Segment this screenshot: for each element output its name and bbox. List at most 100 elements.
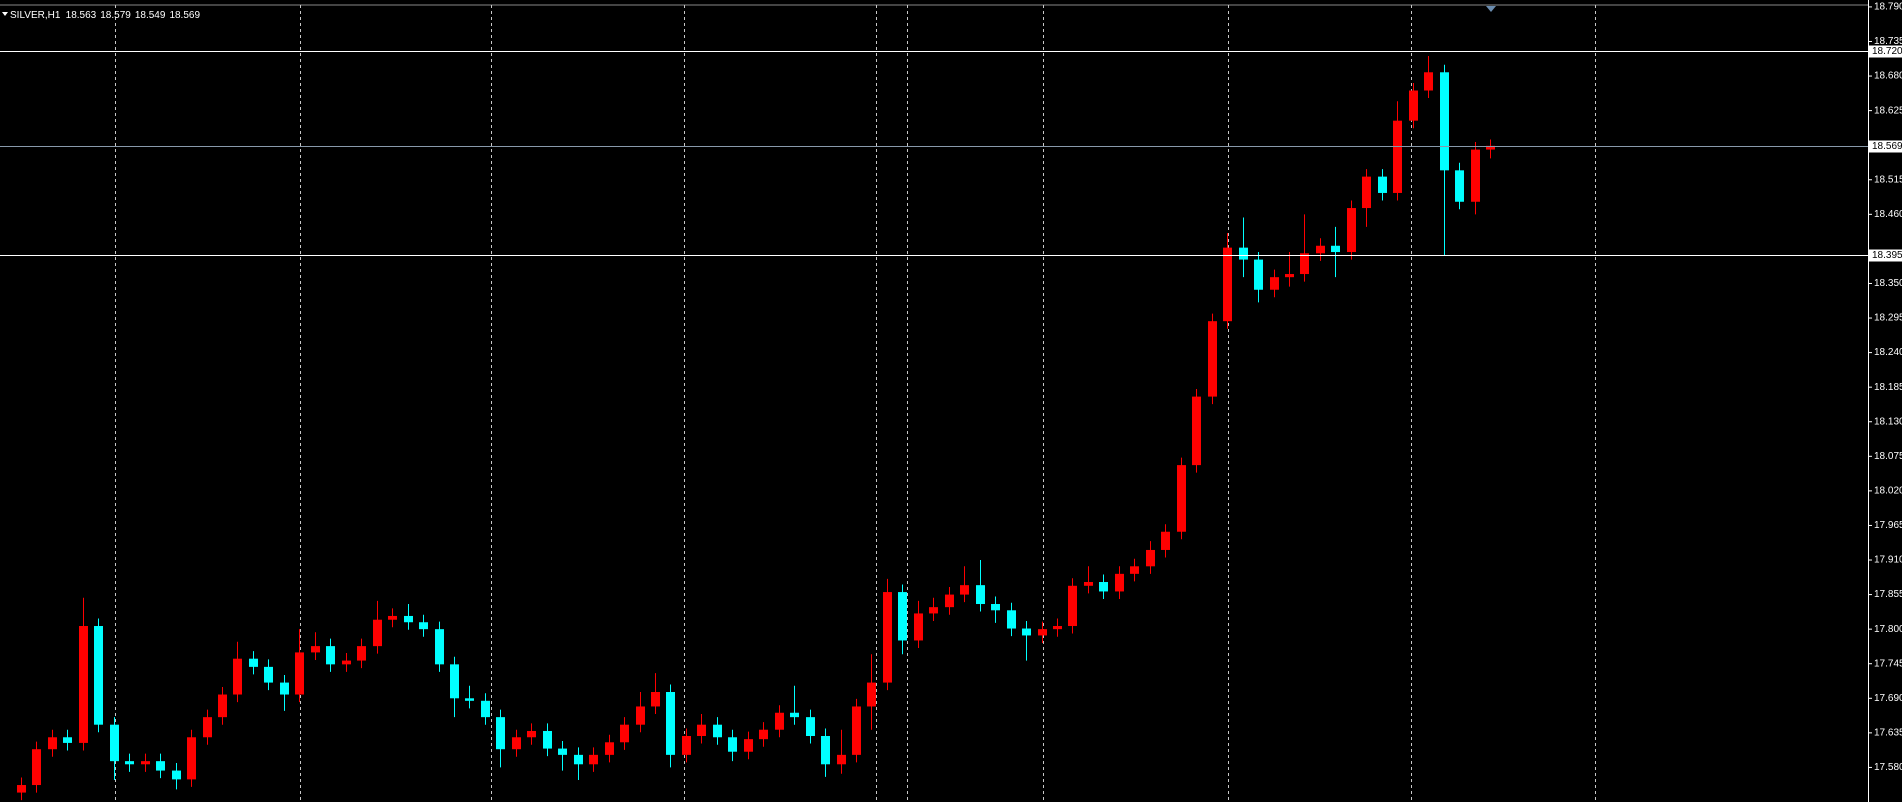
candle-body bbox=[605, 742, 614, 755]
readout-low: 18.549 bbox=[135, 10, 166, 21]
candle-body bbox=[465, 698, 474, 701]
y-tick-label: 18.130 bbox=[1874, 416, 1902, 427]
y-tick-label: 18.240 bbox=[1874, 347, 1902, 358]
price-label-box bbox=[1869, 45, 1902, 58]
candle-body bbox=[976, 585, 985, 605]
candle-body bbox=[1177, 465, 1186, 532]
candle-body bbox=[759, 729, 768, 740]
candle-body bbox=[960, 585, 969, 595]
candle-body bbox=[1409, 90, 1418, 121]
candle-body bbox=[1254, 259, 1263, 290]
candle-body bbox=[1007, 610, 1016, 629]
candle-body bbox=[172, 770, 181, 780]
candle-body bbox=[543, 730, 552, 749]
header-arrow bbox=[2, 12, 8, 16]
y-tick-label: 17.910 bbox=[1874, 555, 1902, 566]
candle-body bbox=[945, 594, 954, 608]
candle-body bbox=[867, 682, 876, 707]
candle-body bbox=[481, 700, 490, 718]
candle-body bbox=[1146, 549, 1155, 567]
candle-body bbox=[1347, 208, 1356, 253]
candle-body bbox=[32, 749, 41, 786]
price-label: 18.720 bbox=[1872, 46, 1902, 57]
candle-body bbox=[280, 682, 289, 695]
candle-body bbox=[1161, 531, 1170, 550]
y-tick-label: 18.350 bbox=[1874, 278, 1902, 289]
candle-body bbox=[914, 613, 923, 641]
candle-body bbox=[141, 761, 150, 765]
y-tick-label: 17.690 bbox=[1874, 693, 1902, 704]
candle-body bbox=[419, 622, 428, 630]
candle-body bbox=[512, 737, 521, 750]
price-label-box bbox=[1869, 140, 1902, 153]
candle-body bbox=[697, 724, 706, 737]
candle-body bbox=[1270, 277, 1279, 290]
candle-body bbox=[326, 646, 335, 665]
y-tick-label: 17.580 bbox=[1874, 762, 1902, 773]
price-label: 18.569 bbox=[1872, 141, 1902, 152]
candle-body bbox=[388, 615, 397, 620]
candle-body bbox=[883, 592, 892, 683]
y-tick-label: 17.745 bbox=[1874, 658, 1902, 669]
candle-body bbox=[636, 706, 645, 725]
candle-body bbox=[1223, 247, 1232, 322]
candle-body bbox=[110, 724, 119, 762]
candle-body bbox=[1424, 72, 1433, 91]
candle-body bbox=[450, 664, 459, 699]
candle-body bbox=[821, 736, 830, 765]
candle-body bbox=[1022, 628, 1031, 636]
candle-body bbox=[1208, 321, 1217, 397]
candle-body bbox=[1099, 582, 1108, 592]
y-tick-label: 18.515 bbox=[1874, 174, 1902, 185]
candle-body bbox=[1038, 629, 1047, 636]
readout-high: 18.579 bbox=[100, 10, 131, 21]
y-tick-label: 18.185 bbox=[1874, 382, 1902, 393]
chart-header: SILVER,H1 18.563 18.579 18.549 18.569 bbox=[10, 10, 200, 21]
candle-body bbox=[1471, 149, 1480, 202]
candle-body bbox=[775, 712, 784, 730]
candle-body bbox=[17, 785, 26, 793]
candle-body bbox=[620, 724, 629, 743]
candle-body bbox=[837, 754, 846, 765]
candle-body bbox=[1130, 566, 1139, 574]
candle-body bbox=[651, 692, 660, 707]
candle-body bbox=[373, 619, 382, 647]
candle-body bbox=[527, 730, 536, 738]
candle-body bbox=[311, 646, 320, 653]
price-label: 18.395 bbox=[1872, 250, 1902, 261]
candle-body bbox=[249, 658, 258, 667]
candle-body bbox=[1440, 72, 1449, 171]
candle-body bbox=[125, 761, 134, 765]
y-tick-label: 17.800 bbox=[1874, 624, 1902, 635]
candle-body bbox=[713, 724, 722, 738]
candle-body bbox=[1115, 573, 1124, 592]
candle-body bbox=[744, 739, 753, 752]
y-tick-label: 18.790 bbox=[1874, 2, 1902, 13]
chart-title: SILVER,H1 bbox=[10, 10, 61, 21]
candle-body bbox=[1455, 170, 1464, 202]
candle-body bbox=[666, 692, 675, 755]
candle-body bbox=[295, 652, 304, 695]
candle-body bbox=[574, 754, 583, 765]
y-tick-label: 18.020 bbox=[1874, 486, 1902, 497]
y-tick-label: 18.075 bbox=[1874, 451, 1902, 462]
candle-body bbox=[1300, 253, 1309, 275]
y-tick-label: 18.295 bbox=[1874, 313, 1902, 324]
y-tick-label: 18.735 bbox=[1874, 36, 1902, 47]
candle-body bbox=[1486, 145, 1495, 150]
candle-body bbox=[1285, 274, 1294, 278]
candle-body bbox=[218, 694, 227, 718]
candle-body bbox=[682, 736, 691, 755]
candle-body bbox=[898, 592, 907, 641]
price-label-box bbox=[1869, 249, 1902, 262]
candle-body bbox=[94, 626, 103, 725]
candle-body bbox=[1393, 120, 1402, 193]
candle-body bbox=[203, 717, 212, 738]
candle-body bbox=[79, 626, 88, 743]
candle-body bbox=[496, 717, 505, 750]
candle-body bbox=[1331, 245, 1340, 253]
candle-body bbox=[187, 737, 196, 780]
